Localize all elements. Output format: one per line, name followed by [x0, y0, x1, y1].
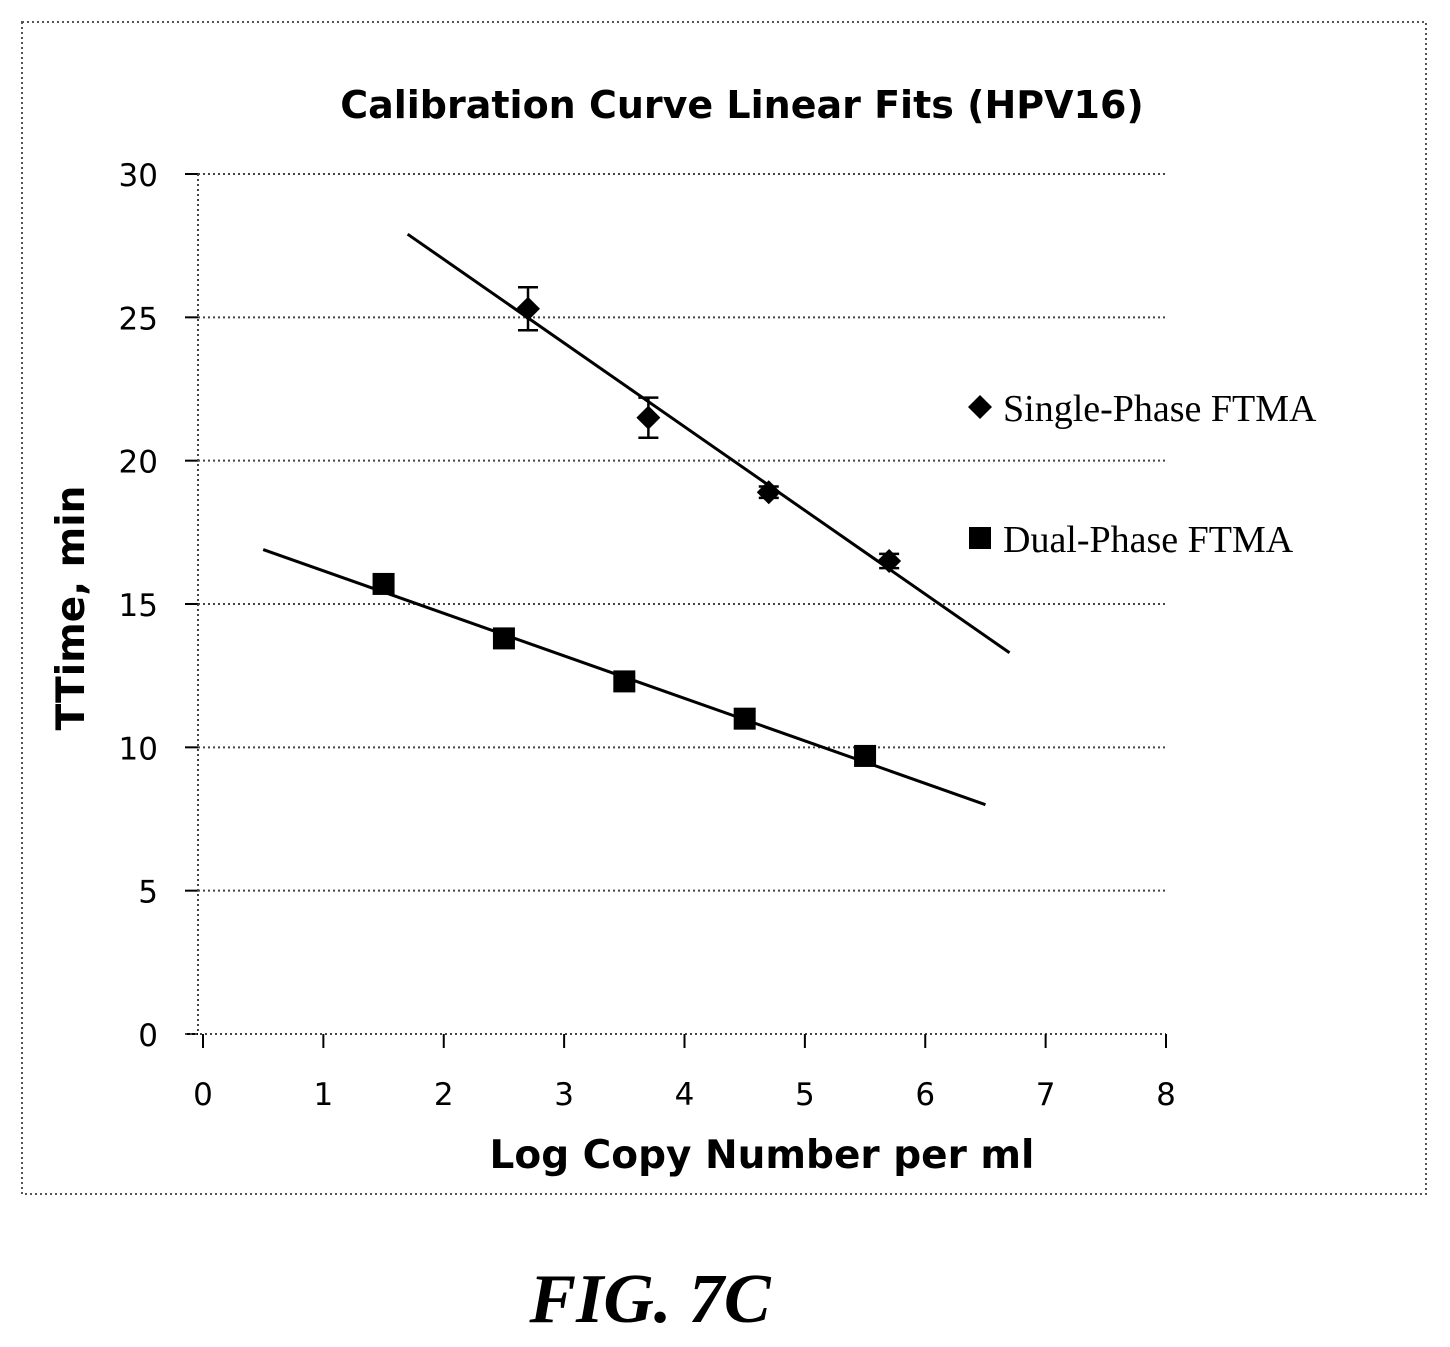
x-tick-label: 4: [675, 1077, 695, 1113]
x-tick-label: 2: [434, 1077, 454, 1113]
x-axis-label: Log Copy Number per ml: [490, 1133, 1035, 1178]
y-tick-labels: 0 5 10 15 20 25 30: [119, 158, 158, 1054]
data-point-single-phase: [516, 296, 541, 321]
y-tick-label: 0: [138, 1018, 158, 1054]
legend-label-single-phase: Single-Phase FTMA: [1003, 388, 1317, 430]
x-tick-label: 7: [1036, 1077, 1056, 1113]
data-point-single-phase: [877, 549, 902, 573]
legend: Single-Phase FTMA Dual-Phase FTMA: [968, 388, 1317, 561]
x-tick-label: 6: [915, 1077, 935, 1113]
data-point-single-phase: [636, 405, 661, 430]
legend-item-dual-phase: Dual-Phase FTMA: [969, 519, 1294, 561]
y-tick-label: 25: [119, 301, 158, 337]
data-point-single-phase: [756, 480, 781, 505]
fit-line-series-0: [406, 232, 1011, 654]
data-point-dual-phase: [613, 670, 636, 693]
legend-diamond-marker: [968, 395, 992, 419]
y-tick-label: 30: [119, 158, 158, 194]
fit-lines: [262, 232, 1011, 807]
y-tick-label: 15: [119, 588, 158, 624]
axes: [185, 173, 1167, 1048]
x-tick-label: 3: [554, 1077, 574, 1113]
y-axis-label: TTime, min: [49, 486, 94, 731]
data-point-dual-phase: [372, 572, 395, 595]
figure-label: FIG. 7C: [528, 1261, 771, 1338]
data-point-dual-phase: [492, 627, 515, 650]
gridlines: [198, 173, 1166, 892]
x-tick-label: 0: [193, 1077, 213, 1113]
y-tick-label: 20: [119, 445, 158, 481]
data-points: [372, 285, 902, 767]
y-tick-label: 10: [119, 731, 158, 767]
y-tick-label: 5: [138, 875, 158, 911]
data-point-dual-phase: [854, 744, 877, 767]
chart-frame: [21, 21, 1427, 1195]
x-tick-labels: 0 1 2 3 4 5 6 7 8: [193, 1077, 1176, 1113]
legend-label-dual-phase: Dual-Phase FTMA: [1003, 519, 1294, 561]
legend-square-marker: [969, 527, 991, 549]
x-tick-label: 5: [795, 1077, 815, 1113]
data-point-dual-phase: [733, 707, 756, 730]
chart-title: Calibration Curve Linear Fits (HPV16): [340, 83, 1144, 127]
x-tick-label: 1: [314, 1077, 334, 1113]
legend-item-single-phase: Single-Phase FTMA: [968, 388, 1317, 430]
x-tick-label: 8: [1156, 1077, 1176, 1113]
